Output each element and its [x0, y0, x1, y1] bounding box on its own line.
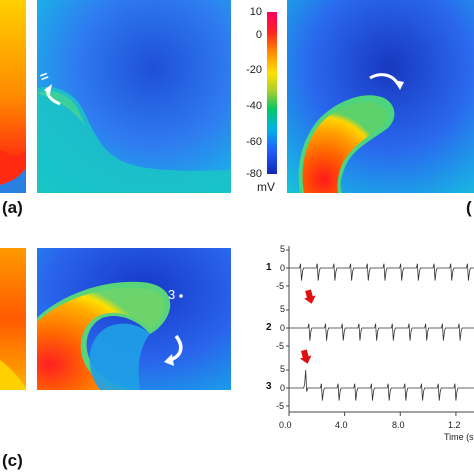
colorbar	[267, 12, 277, 174]
trace-row-label: 1	[266, 262, 272, 273]
colorbar-tick: 0	[255, 29, 262, 41]
trace-y-tick: 0	[280, 383, 286, 393]
panel-c-voltage-map	[37, 248, 231, 390]
colorbar-tick: -60	[246, 136, 262, 148]
panel-a-left-strip	[0, 0, 26, 193]
colorbar-tick: -80	[246, 168, 262, 180]
panel-c-left-strip	[0, 248, 26, 390]
red-arrow-icon	[299, 349, 312, 364]
traces-panel	[286, 246, 474, 416]
trace-line-3	[289, 369, 474, 401]
trace-x-tick: 8.0	[392, 420, 405, 430]
colorbar-tick: -40	[246, 100, 262, 112]
trace-x-tick: 0.0	[279, 420, 292, 430]
trace-y-tick: 5	[280, 304, 286, 314]
colorbar-tick: 10	[249, 6, 262, 18]
arrow-head-icon	[44, 84, 52, 94]
panel-label-c: (c)	[2, 451, 23, 470]
trace-y-tick: -5	[276, 401, 285, 411]
panel-label-b: (	[466, 198, 472, 217]
trace-y-tick: 5	[280, 364, 286, 374]
arrow-head-icon	[394, 80, 404, 90]
trace-y-tick: 5	[280, 244, 286, 254]
colorbar-unit: mV	[257, 180, 275, 194]
panel-b-voltage-map	[287, 0, 474, 193]
red-arrow-icon	[304, 289, 316, 304]
trace-y-tick: -5	[276, 281, 285, 291]
trace-line-1	[289, 263, 474, 281]
trace-y-tick: 0	[280, 323, 286, 333]
trace-y-tick: 0	[280, 263, 286, 273]
site-label-3: 3	[168, 287, 176, 302]
trace-x-tick: 1.2	[448, 420, 461, 430]
recording-site-dot	[179, 294, 183, 298]
colorbar-tick: -20	[246, 64, 262, 76]
trace-y-tick: -5	[276, 341, 285, 351]
panel-label-a: (a)	[2, 198, 23, 217]
trace-row-label: 2	[266, 322, 272, 333]
arrow-head-icon	[164, 354, 174, 366]
trace-row-label: 3	[266, 381, 272, 392]
panel-a-voltage-map	[37, 0, 231, 193]
trace-x-label: Time (s	[444, 432, 474, 442]
trace-line-2	[289, 323, 474, 341]
trace-x-tick: 4.0	[335, 420, 348, 430]
